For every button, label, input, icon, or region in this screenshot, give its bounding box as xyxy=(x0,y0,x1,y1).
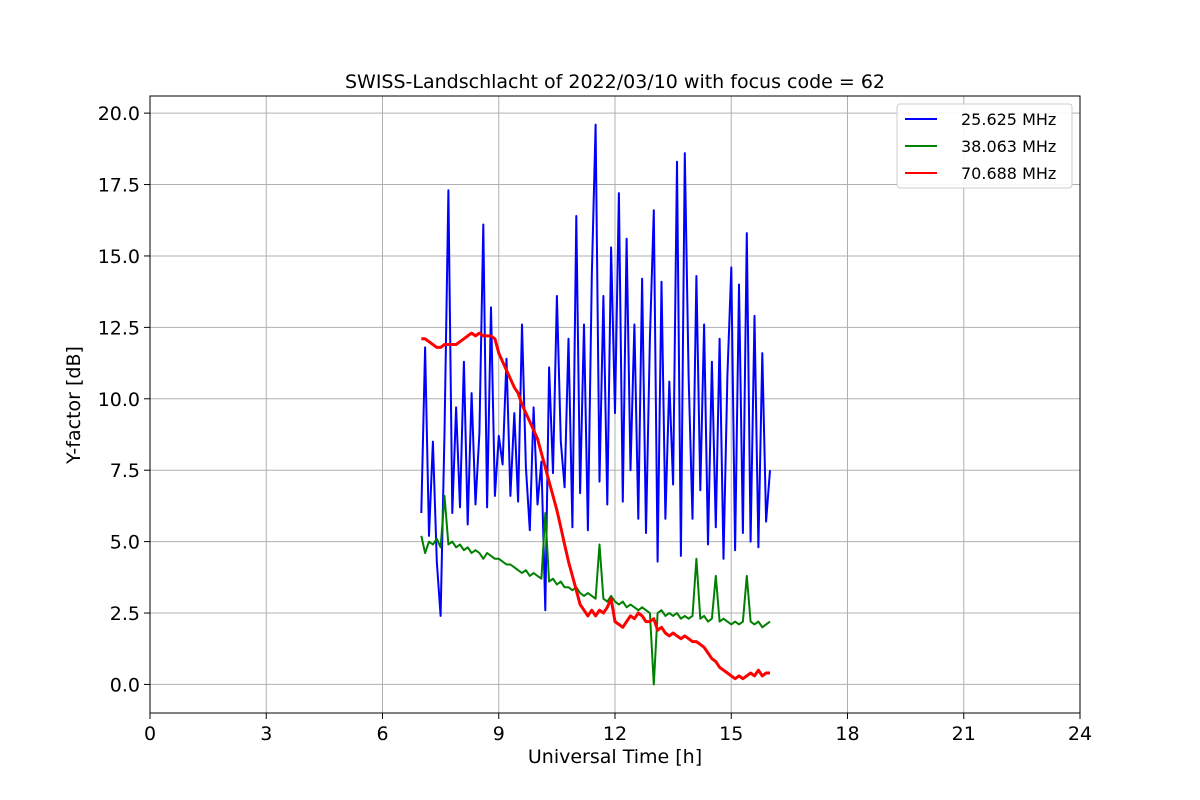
x-tick-label: 9 xyxy=(493,723,505,745)
x-tick-label: 21 xyxy=(952,723,976,745)
y-tick-label: 20.0 xyxy=(98,103,140,125)
y-tick-label: 5.0 xyxy=(110,532,140,554)
x-tick-label: 12 xyxy=(603,723,627,745)
y-tick-label: 0.0 xyxy=(110,674,140,696)
legend: 25.625 MHz 38.063 MHz 70.688 MHz xyxy=(896,103,1073,189)
y-tick-label: 15.0 xyxy=(98,246,140,268)
y-tick-label: 12.5 xyxy=(98,317,140,339)
legend-label: 70.688 MHz xyxy=(961,164,1056,183)
x-axis-title: Universal Time [h] xyxy=(528,746,702,768)
y-tick-label: 2.5 xyxy=(110,603,140,625)
x-tick-label: 6 xyxy=(376,723,388,745)
y-axis-title: Y-factor [dB] xyxy=(63,346,85,465)
series-line-2 xyxy=(420,494,771,686)
y-tick-label: 7.5 xyxy=(110,460,140,482)
legend-label: 25.625 MHz xyxy=(961,110,1056,129)
chart-title: SWISS-Landschlacht of 2022/03/10 with fo… xyxy=(345,71,885,93)
legend-box xyxy=(896,103,1073,189)
y-tick-label: 17.5 xyxy=(98,175,140,197)
x-tick-label: 3 xyxy=(260,723,272,745)
series-line-1 xyxy=(420,123,771,617)
series-line-3 xyxy=(421,331,770,681)
axis-ticks: 0 3 6 9 12 15 18 21 24 0.0 2.5 5.0 7.5 10.0 12.5 15.0 17… xyxy=(98,103,1092,745)
legend-label: 38.063 MHz xyxy=(961,137,1056,156)
series-layer xyxy=(420,123,771,686)
x-tick-label: 24 xyxy=(1068,723,1092,745)
x-tick-label: 18 xyxy=(835,723,859,745)
x-tick-label: 15 xyxy=(719,723,743,745)
x-tick-label: 0 xyxy=(144,723,156,745)
y-tick-label: 10.0 xyxy=(98,389,140,411)
